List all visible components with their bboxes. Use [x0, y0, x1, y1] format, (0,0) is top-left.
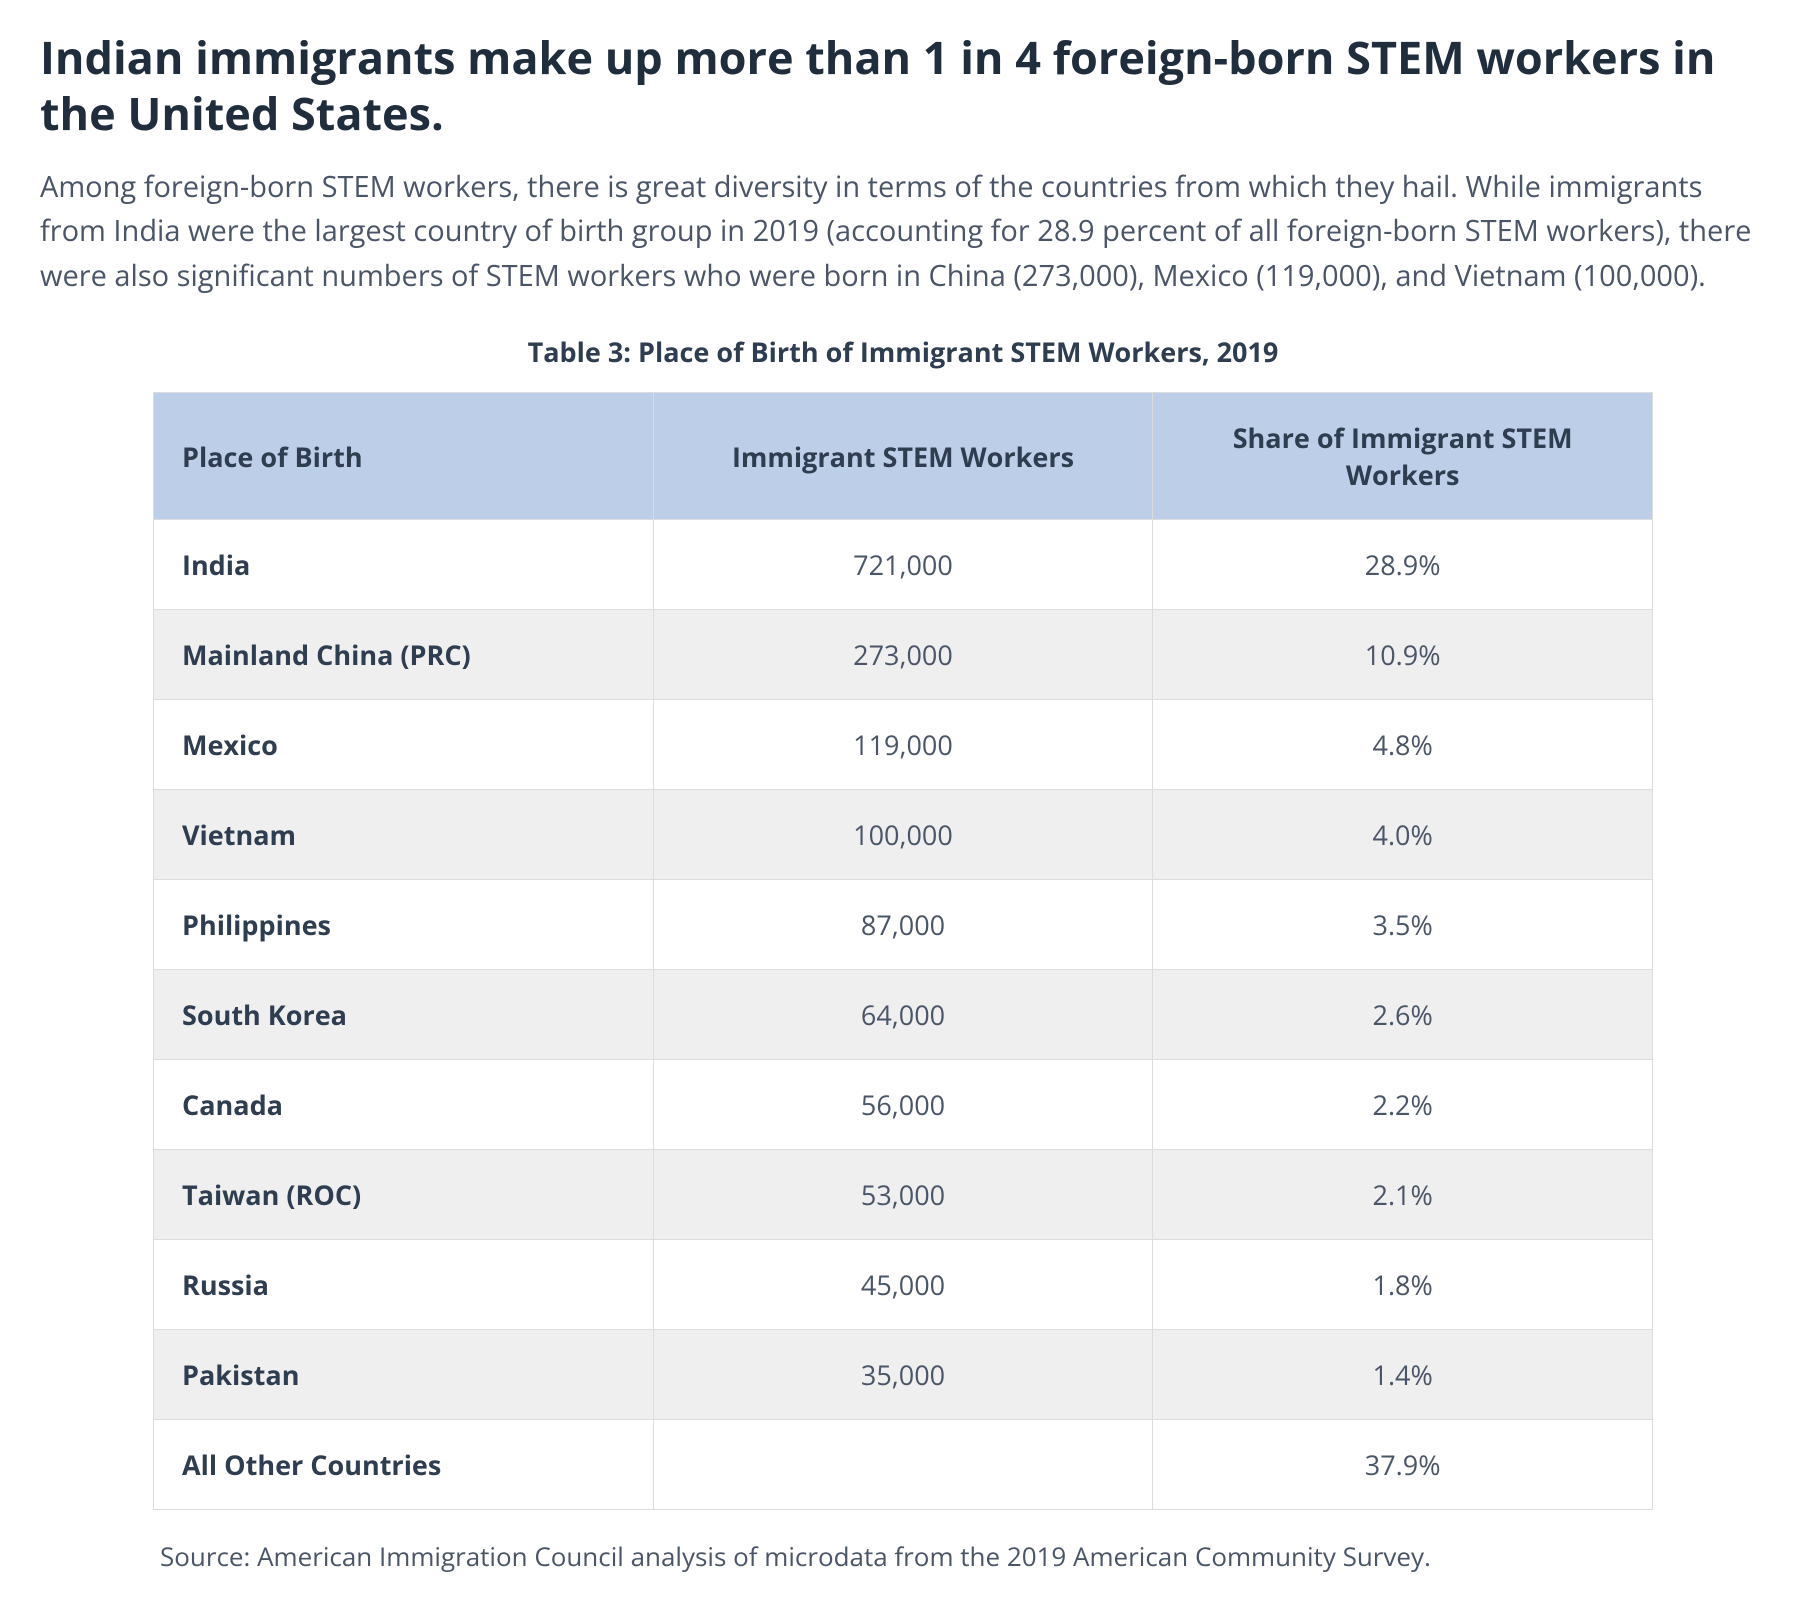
table-row: All Other Countries 37.9%: [154, 1420, 1653, 1510]
cell-share: 37.9%: [1153, 1420, 1653, 1510]
cell-share: 2.1%: [1153, 1150, 1653, 1240]
cell-share: 28.9%: [1153, 520, 1653, 610]
cell-workers: 721,000: [653, 520, 1153, 610]
table-row: Pakistan 35,000 1.4%: [154, 1330, 1653, 1420]
table-container: Table 3: Place of Birth of Immigrant STE…: [40, 333, 1766, 1574]
cell-workers: 53,000: [653, 1150, 1153, 1240]
col-place-of-birth: Place of Birth: [154, 393, 654, 520]
cell-share: 4.8%: [1153, 700, 1653, 790]
cell-workers: 64,000: [653, 970, 1153, 1060]
cell-place: Canada: [154, 1060, 654, 1150]
cell-place: All Other Countries: [154, 1420, 654, 1510]
cell-workers: [653, 1420, 1153, 1510]
col-immigrant-workers: Immigrant STEM Workers: [653, 393, 1153, 520]
cell-share: 1.8%: [1153, 1240, 1653, 1330]
table-source: Source: American Immigration Council ana…: [40, 1538, 1766, 1574]
table-row: Mexico 119,000 4.8%: [154, 700, 1653, 790]
cell-place: Vietnam: [154, 790, 654, 880]
table-caption: Table 3: Place of Birth of Immigrant STE…: [40, 333, 1766, 370]
table-header-row: Place of Birth Immigrant STEM Workers Sh…: [154, 393, 1653, 520]
cell-workers: 87,000: [653, 880, 1153, 970]
cell-share: 2.6%: [1153, 970, 1653, 1060]
cell-place: Philippines: [154, 880, 654, 970]
table-row: India 721,000 28.9%: [154, 520, 1653, 610]
cell-place: Mainland China (PRC): [154, 610, 654, 700]
cell-place: Pakistan: [154, 1330, 654, 1420]
col-share: Share of Immigrant STEM Workers: [1153, 393, 1653, 520]
table-row: Russia 45,000 1.8%: [154, 1240, 1653, 1330]
cell-workers: 56,000: [653, 1060, 1153, 1150]
cell-place: South Korea: [154, 970, 654, 1060]
cell-share: 1.4%: [1153, 1330, 1653, 1420]
cell-workers: 35,000: [653, 1330, 1153, 1420]
cell-workers: 45,000: [653, 1240, 1153, 1330]
cell-share: 4.0%: [1153, 790, 1653, 880]
cell-workers: 273,000: [653, 610, 1153, 700]
stem-workers-table: Place of Birth Immigrant STEM Workers Sh…: [153, 392, 1653, 1510]
cell-place: India: [154, 520, 654, 610]
cell-place: Russia: [154, 1240, 654, 1330]
cell-share: 10.9%: [1153, 610, 1653, 700]
table-row: Canada 56,000 2.2%: [154, 1060, 1653, 1150]
cell-share: 2.2%: [1153, 1060, 1653, 1150]
headline: Indian immigrants make up more than 1 in…: [40, 30, 1766, 143]
cell-workers: 119,000: [653, 700, 1153, 790]
table-row: Philippines 87,000 3.5%: [154, 880, 1653, 970]
table-row: Taiwan (ROC) 53,000 2.1%: [154, 1150, 1653, 1240]
cell-place: Taiwan (ROC): [154, 1150, 654, 1240]
table-row: South Korea 64,000 2.6%: [154, 970, 1653, 1060]
cell-share: 3.5%: [1153, 880, 1653, 970]
cell-workers: 100,000: [653, 790, 1153, 880]
cell-place: Mexico: [154, 700, 654, 790]
table-row: Mainland China (PRC) 273,000 10.9%: [154, 610, 1653, 700]
intro-paragraph: Among foreign-born STEM workers, there i…: [40, 165, 1766, 300]
table-row: Vietnam 100,000 4.0%: [154, 790, 1653, 880]
